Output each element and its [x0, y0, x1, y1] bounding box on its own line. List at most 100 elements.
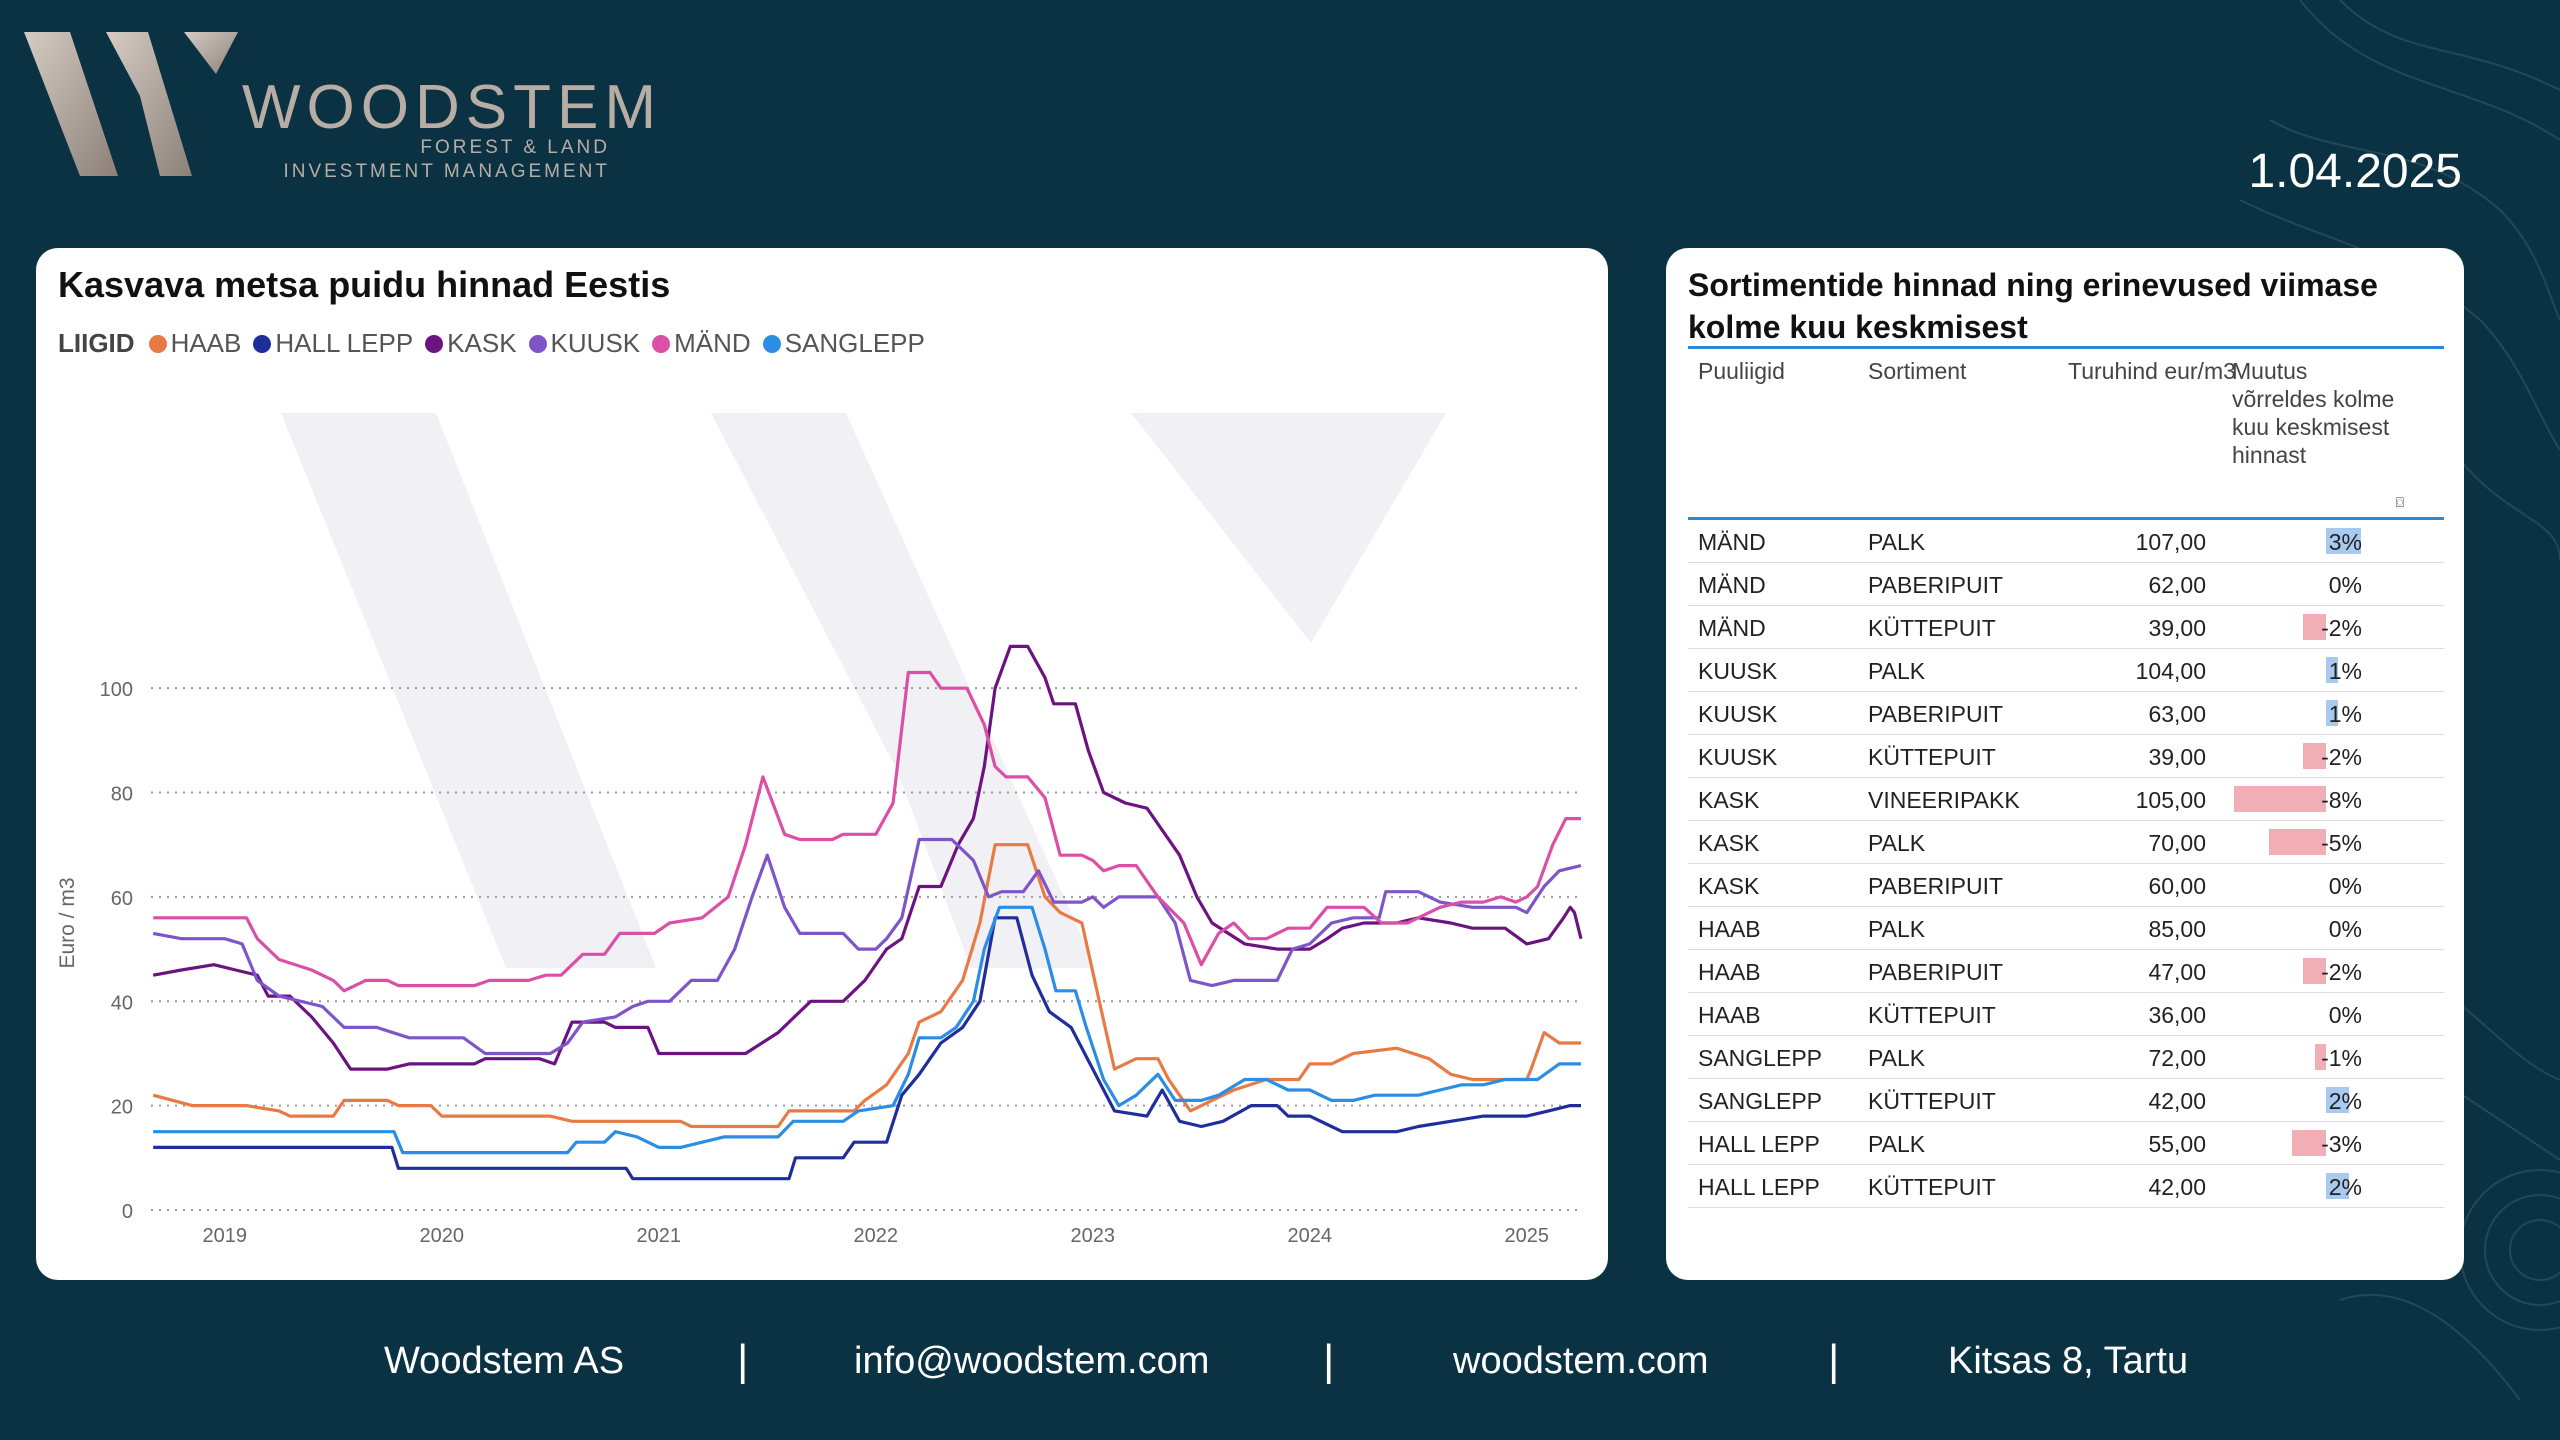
cell-assortment: KÜTTEPUIT	[1868, 1088, 1996, 1114]
change-bar	[2326, 700, 2338, 726]
cell-price: 60,00	[2148, 873, 2206, 899]
legend-item[interactable]: SANGLEPP	[762, 328, 925, 359]
cell-price: 39,00	[2148, 744, 2206, 770]
assortment-price-table-card: Sortimentide hinnad ning erinevused viim…	[1666, 248, 2464, 1280]
cell-price: 70,00	[2148, 830, 2206, 856]
change-bar	[2303, 614, 2326, 640]
footer-separator: |	[1323, 1336, 1335, 1385]
legend-item[interactable]: KASK	[425, 328, 517, 359]
table-row[interactable]: MÄND KÜTTEPUIT 39,00 -2%	[1688, 606, 2444, 649]
cell-assortment: PALK	[1868, 658, 1926, 684]
table-row[interactable]: HALL LEPP KÜTTEPUIT 42,00 2%	[1688, 1165, 2444, 1208]
table-row[interactable]: MÄND PALK 107,00 3%	[1688, 520, 2444, 563]
cell-species: HALL LEPP	[1698, 1131, 1820, 1157]
series-line-kask[interactable]	[152, 644, 1583, 1071]
cell-change: -2%	[2232, 950, 2362, 992]
x-tick-label: 2024	[1288, 1225, 1333, 1247]
cell-assortment: PALK	[1868, 529, 1926, 555]
legend-item[interactable]: MÄND	[652, 328, 751, 359]
legend-dot-icon	[148, 334, 167, 353]
table-row[interactable]: HAAB PABERIPUIT 47,00 -2%	[1688, 950, 2444, 993]
cell-change: -3%	[2232, 1122, 2362, 1164]
table-row[interactable]: KUUSK KÜTTEPUIT 39,00 -2%	[1688, 735, 2444, 778]
cell-assortment: PALK	[1868, 1045, 1926, 1071]
cell-price: 39,00	[2148, 615, 2206, 641]
cell-change-value: -2%	[2321, 615, 2362, 641]
table-row[interactable]: KUUSK PALK 104,00 1%	[1688, 649, 2444, 692]
table-row[interactable]: KASK PABERIPUIT 60,00 0%	[1688, 864, 2444, 907]
cell-species: SANGLEPP	[1698, 1045, 1822, 1071]
cell-assortment: PABERIPUIT	[1868, 572, 2004, 598]
y-tick-label: 100	[100, 679, 133, 701]
cell-change: 2%	[2232, 1079, 2362, 1121]
cell-change: 1%	[2232, 692, 2362, 734]
footer-separator: |	[1828, 1336, 1840, 1385]
brand-logo: WOODSTEM FOREST & LAND INVESTMENT MANAGE…	[20, 26, 656, 186]
x-tick-label: 2019	[203, 1225, 248, 1247]
legend-item[interactable]: KUUSK	[528, 328, 641, 359]
cell-price: 85,00	[2148, 916, 2206, 942]
legend-label: SANGLEPP	[784, 328, 925, 358]
column-header-change[interactable]: Muutus võrreldes kolme kuu keskmisest hi…	[2232, 358, 2395, 468]
chart-legend: LIIGID HAAB HALL LEPP KASK KUUSK MÄND SANGLEP…	[58, 328, 937, 359]
x-tick-label: 2023	[1071, 1225, 1116, 1247]
cell-species: HAAB	[1698, 1002, 1761, 1028]
cell-change-value: -2%	[2321, 959, 2362, 985]
cell-price: 72,00	[2148, 1045, 2206, 1071]
series-line-sanglepp[interactable]	[153, 905, 1581, 1155]
table-header: Puuliigid Sortiment Turuhind eur/m3 Muut…	[1688, 346, 2444, 520]
table-row[interactable]: HAAB KÜTTEPUIT 36,00 0%	[1688, 993, 2444, 1036]
cell-change: -1%	[2232, 1036, 2362, 1078]
legend-label: KASK	[447, 328, 517, 358]
series-line-kuusk[interactable]	[152, 837, 1582, 1056]
legend-title: LIIGID	[58, 328, 135, 358]
cell-price: 62,00	[2148, 572, 2206, 598]
brand-tagline-1: FOREST & LAND	[420, 137, 610, 158]
change-bar	[2234, 786, 2326, 812]
cell-species: MÄND	[1698, 572, 1766, 598]
cell-change: 0%	[2232, 907, 2362, 949]
legend-item[interactable]: HAAB	[148, 328, 241, 359]
cell-assortment: PABERIPUIT	[1868, 959, 2004, 985]
table-row[interactable]: MÄND PABERIPUIT 62,00 0%	[1688, 563, 2444, 606]
footer-website-link[interactable]: woodstem.com	[1453, 1340, 1709, 1382]
cell-change-value: -2%	[2321, 744, 2362, 770]
sort-icon[interactable]: ⌼	[2395, 494, 2404, 510]
report-date: 1.04.2025	[2248, 145, 2462, 198]
footer-separator: |	[737, 1336, 749, 1385]
x-tick-label: 2025	[1505, 1225, 1550, 1247]
series-line-hall-lepp[interactable]	[153, 916, 1581, 1181]
column-header-market-price[interactable]: Turuhind eur/m3	[2068, 358, 2236, 384]
table-row[interactable]: HAAB PALK 85,00 0%	[1688, 907, 2444, 950]
cell-price: 105,00	[2135, 787, 2206, 813]
cell-change-value: 0%	[2328, 916, 2362, 942]
change-bar	[2268, 829, 2326, 855]
assortment-price-table: Puuliigid Sortiment Turuhind eur/m3 Muut…	[1688, 346, 2444, 1208]
x-tick-label: 2022	[854, 1225, 899, 1247]
series-line-haab[interactable]	[152, 843, 1581, 1129]
cell-assortment: KÜTTEPUIT	[1868, 615, 1996, 641]
cell-species: KASK	[1698, 873, 1760, 899]
x-tick-label: 2021	[637, 1225, 682, 1247]
cell-change-value: 0%	[2328, 1002, 2362, 1028]
cell-assortment: PALK	[1868, 1131, 1926, 1157]
cell-assortment: VINEERIPAKK	[1868, 787, 2020, 813]
cell-change: -5%	[2232, 821, 2362, 863]
table-row[interactable]: KASK VINEERIPAKK 105,00 -8%	[1688, 778, 2444, 821]
table-row[interactable]: KUUSK PABERIPUIT 63,00 1%	[1688, 692, 2444, 735]
table-row[interactable]: HALL LEPP PALK 55,00 -3%	[1688, 1122, 2444, 1165]
cell-change-value: -8%	[2321, 787, 2362, 813]
footer-email-link[interactable]: info@woodstem.com	[854, 1340, 1210, 1382]
cell-species: KUUSK	[1698, 658, 1778, 684]
cell-assortment: KÜTTEPUIT	[1868, 1174, 1996, 1200]
legend-item[interactable]: HALL LEPP	[253, 328, 413, 359]
column-header-species[interactable]: Puuliigid	[1698, 358, 1785, 384]
legend-label: KUUSK	[550, 328, 641, 358]
table-row[interactable]: SANGLEPP KÜTTEPUIT 42,00 2%	[1688, 1079, 2444, 1122]
column-header-assortment[interactable]: Sortiment	[1868, 358, 1967, 384]
table-row[interactable]: SANGLEPP PALK 72,00 -1%	[1688, 1036, 2444, 1079]
table-row[interactable]: KASK PALK 70,00 -5%	[1688, 821, 2444, 864]
series-line-mänd[interactable]	[153, 670, 1581, 993]
cell-change: 2%	[2232, 1165, 2362, 1207]
cell-change: -8%	[2232, 778, 2362, 820]
